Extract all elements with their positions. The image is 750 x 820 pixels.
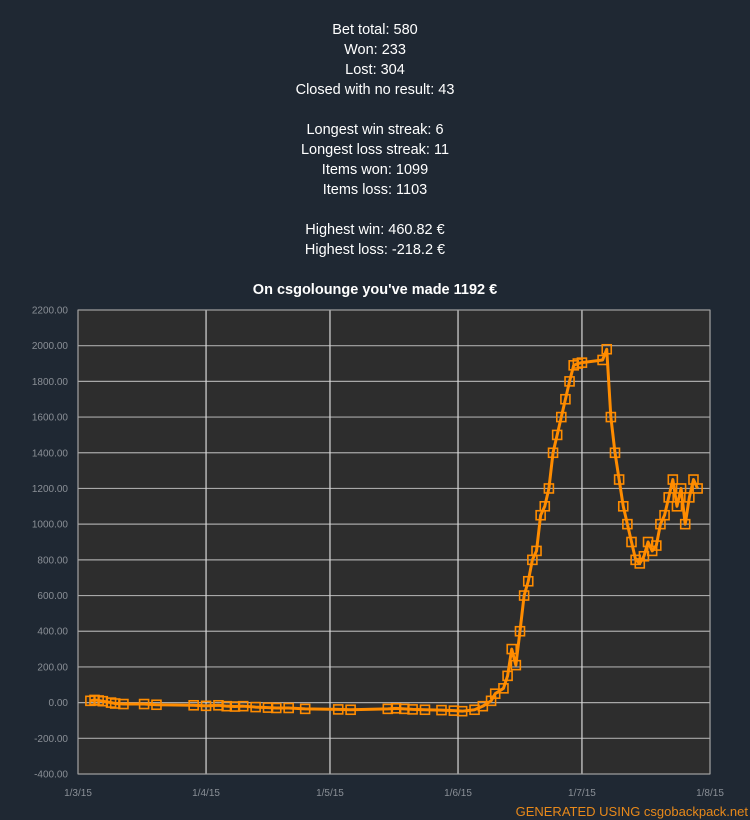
data-point-marker — [555, 411, 567, 423]
stat-items-loss: Items loss: 1103 — [322, 182, 428, 198]
data-point-marker — [489, 688, 501, 699]
stat-bet-total: Bet total: 580 — [332, 22, 418, 38]
profit-line-chart: 2200.00 2000.00 1800.00 1600.00 1400.00 1200.… — [32, 306, 724, 800]
data-point-marker — [250, 701, 261, 713]
footer-credit: GENERATED USING csgobackpack.net — [515, 804, 748, 819]
y-tick-label: 1000.00 — [32, 520, 69, 531]
stat-lost: Lost: 304 — [345, 62, 405, 78]
data-point-marker — [671, 501, 683, 512]
data-point-marker — [522, 575, 534, 587]
axes: 2200.00 2000.00 1800.00 1600.00 1400.00 1200.… — [32, 306, 724, 800]
data-point-marker — [345, 704, 356, 716]
data-point-marker — [270, 702, 282, 714]
data-point-marker — [663, 492, 674, 503]
data-point-marker — [498, 683, 509, 694]
x-tick-label: 1/7/15 — [568, 788, 596, 799]
data-point-marker — [667, 474, 679, 485]
y-tick-label: 2000.00 — [32, 341, 69, 352]
stat-longest-loss-streak: Longest loss streak: 11 — [300, 142, 450, 158]
data-point-marker — [138, 698, 150, 710]
y-tick-label: 200.00 — [37, 662, 68, 673]
data-point-marker — [200, 700, 212, 712]
data-point-marker — [613, 474, 625, 485]
data-point-marker — [679, 518, 691, 530]
data-point-marker — [514, 625, 526, 637]
data-point-marker — [692, 483, 703, 494]
data-point-marker — [576, 357, 588, 368]
data-point-marker — [651, 540, 662, 551]
data-point-marker — [560, 393, 571, 405]
y-tick-label: 1400.00 — [32, 448, 69, 459]
y-tick-label: -200.00 — [34, 734, 68, 745]
data-point-marker — [547, 447, 559, 459]
stat-longest-win-streak: Longest win streak: 6 — [306, 122, 444, 138]
data-point-marker — [617, 501, 629, 512]
plot-area — [78, 310, 710, 774]
series-layer — [85, 343, 703, 717]
data-point-marker — [510, 659, 522, 671]
y-tick-label: 2200.00 — [32, 306, 69, 317]
data-point-marker — [638, 550, 650, 562]
data-point-marker — [609, 447, 621, 459]
data-point-marker — [407, 704, 418, 715]
data-point-marker — [531, 545, 542, 557]
y-tick-label: 600.00 — [37, 591, 68, 602]
y-tick-label: 1200.00 — [32, 484, 69, 495]
data-point-marker — [543, 483, 555, 494]
data-point-marker — [188, 699, 199, 711]
data-point-marker — [675, 483, 687, 494]
data-point-marker — [506, 643, 518, 655]
data-point-marker — [477, 700, 489, 712]
x-tick-label: 1/4/15 — [192, 788, 220, 799]
y-tick-label: -400.00 — [34, 770, 68, 781]
data-point-marker — [605, 411, 617, 423]
stat-highest-loss: Highest loss: -218.2 € — [304, 242, 446, 258]
data-point-marker — [597, 354, 608, 366]
data-point-marker — [684, 492, 695, 503]
data-point-marker — [564, 376, 575, 387]
data-point-marker — [283, 702, 294, 714]
x-tick-label: 1/6/15 — [444, 788, 472, 799]
x-tick-label: 1/3/15 — [64, 788, 92, 799]
data-point-marker — [551, 429, 563, 441]
stat-highest-win: Highest win: 460.82 € — [305, 222, 445, 238]
plot-border — [77, 309, 711, 775]
data-point-marker — [456, 705, 468, 717]
x-tick-label: 1/5/15 — [316, 788, 344, 799]
data-point-marker — [151, 699, 162, 711]
data-point-marker — [436, 704, 447, 716]
data-point-marker — [502, 670, 513, 682]
data-point-marker — [118, 698, 129, 710]
data-point-marker — [299, 703, 311, 715]
data-point-marker — [518, 590, 530, 601]
data-point-marker — [332, 704, 344, 715]
y-tick-label: 800.00 — [37, 555, 68, 566]
data-point-marker — [419, 704, 431, 716]
y-tick-label: 0.00 — [49, 698, 69, 709]
stat-won: Won: 233 — [344, 42, 406, 58]
data-point-marker — [601, 343, 613, 355]
chart-title: On csgolounge you've made 1192 € — [252, 282, 498, 298]
y-tick-label: 1600.00 — [32, 413, 69, 424]
data-point-marker — [237, 700, 249, 712]
stats-panel: Bet total: 580 Won: 233 Lost: 304 Closed… — [0, 20, 750, 260]
data-point-marker — [659, 509, 670, 521]
series-line — [90, 347, 699, 713]
stat-closed: Closed with no result: 43 — [295, 82, 455, 98]
y-tick-label: 400.00 — [37, 627, 68, 638]
y-tick-label: 1800.00 — [32, 377, 69, 388]
data-point-marker — [626, 536, 637, 548]
x-tick-label: 1/8/15 — [696, 788, 724, 799]
stat-items-won: Items won: 1099 — [321, 162, 429, 178]
data-point-marker — [539, 501, 551, 512]
data-point-marker — [622, 518, 633, 530]
